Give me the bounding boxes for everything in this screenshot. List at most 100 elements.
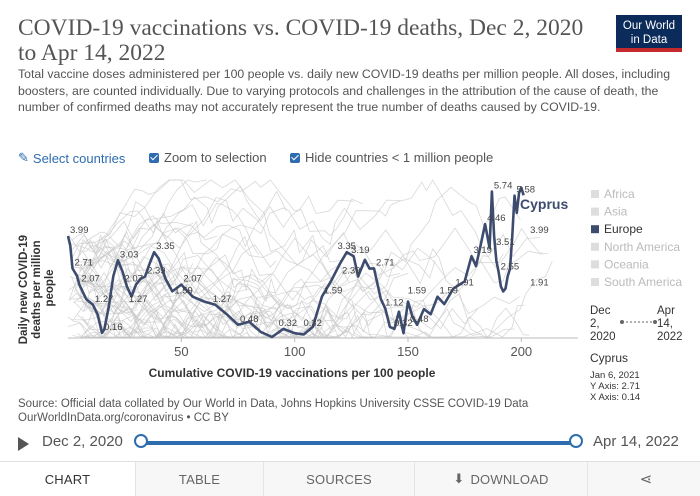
- timeline: Dec 2, 2020 Apr 14, 2022: [0, 428, 700, 458]
- tab-sources[interactable]: SOURCES: [263, 462, 414, 496]
- background-line: [79, 243, 281, 323]
- tab-download[interactable]: ⬇ DOWNLOAD: [414, 462, 587, 496]
- background-country-lines: [67, 179, 553, 339]
- highlighted-series[interactable]: [66, 186, 525, 339]
- checkbox-checked-icon: [149, 152, 159, 163]
- data-label: 3.03: [120, 249, 139, 260]
- legend-item-label[interactable]: Europe: [604, 222, 643, 236]
- y-axis-label-line-3: people: [44, 269, 56, 306]
- background-line: [72, 293, 159, 338]
- x-tick-label: 100: [284, 344, 306, 359]
- play-icon[interactable]: [18, 437, 29, 451]
- tooltip-country: Cyprus: [590, 351, 628, 365]
- data-label: 0.32: [303, 318, 322, 329]
- background-line: [75, 231, 324, 338]
- data-label: 0.48: [240, 314, 259, 325]
- data-label: 2.07: [124, 274, 142, 285]
- data-label: 3.35: [337, 241, 356, 252]
- legend-item-label[interactable]: Asia: [604, 205, 628, 219]
- data-label: 2.39: [147, 265, 166, 276]
- background-line: [68, 197, 447, 300]
- zoom-to-selection-checkbox[interactable]: Zoom to selection: [149, 150, 267, 165]
- footer: Source: Official data collated by Our Wo…: [18, 398, 528, 425]
- y-axis-label-line-2: deaths per million: [31, 240, 43, 338]
- legend: Africa Asia Europe North America Oceania Sout…: [591, 187, 682, 289]
- data-label: 1.59: [174, 286, 193, 297]
- tab-download-label: DOWNLOAD: [470, 471, 549, 487]
- data-label: 0.32: [394, 318, 413, 329]
- share-icon: ⋖: [639, 471, 653, 488]
- zoom-to-selection-label: Zoom to selection: [164, 150, 267, 165]
- source-note: Source: Official data collated by Our Wo…: [18, 398, 529, 410]
- data-label: 0.32: [279, 318, 298, 329]
- logo-line-2: in Data: [630, 34, 668, 46]
- range-end-month: Apr: [657, 305, 675, 317]
- y-axis-label: Daily new COVID-19 deaths per million pe…: [18, 232, 56, 345]
- axes: 50 100 150 200: [68, 337, 578, 359]
- y-axis-label-line-1: Daily new COVID-19: [18, 235, 30, 344]
- data-label: 3.35: [156, 241, 175, 252]
- background-line: [71, 242, 186, 285]
- data-label: 1.27: [95, 294, 114, 305]
- legend-item-label[interactable]: North America: [604, 240, 680, 254]
- timeline-start-handle[interactable]: [134, 434, 148, 448]
- legend-item-label[interactable]: Oceania: [604, 257, 649, 271]
- data-label: 1.12: [385, 298, 404, 309]
- range-end-dot: [653, 320, 657, 324]
- select-countries-label: Select countries: [32, 150, 126, 166]
- background-line: [71, 186, 521, 338]
- tab-chart[interactable]: CHART: [0, 462, 135, 496]
- background-line: [71, 179, 478, 330]
- series-line-cyprus[interactable]: [66, 186, 525, 339]
- legend-item-label[interactable]: Africa: [604, 187, 635, 201]
- data-label: 2.39: [342, 265, 361, 276]
- timeline-end-handle[interactable]: [569, 434, 583, 448]
- timeline-start-date: Dec 2, 2020: [42, 433, 123, 450]
- checkbox-checked-icon: [290, 152, 300, 163]
- tab-table[interactable]: TABLE: [135, 462, 263, 496]
- background-line: [69, 239, 194, 288]
- background-line: [70, 185, 354, 253]
- timeline-end-date: Apr 14, 2022: [593, 433, 679, 450]
- source-url[interactable]: OurWorldInData.org/coronavirus • CC BY: [18, 411, 229, 424]
- data-label: 5.74: [494, 181, 513, 192]
- x-tick-label: 50: [174, 344, 188, 359]
- legend-swatch: [591, 260, 599, 269]
- data-label: 2.71: [75, 257, 94, 268]
- data-label: 1.91: [530, 278, 549, 289]
- tab-bar: CHART TABLE SOURCES ⬇ DOWNLOAD ⋖: [0, 461, 700, 496]
- tooltip-date: Jan 6, 2021: [590, 370, 640, 381]
- data-label: 1.59: [439, 286, 458, 297]
- share-button[interactable]: ⋖: [587, 462, 700, 496]
- background-line: [84, 179, 207, 262]
- data-label: 1.27: [129, 294, 148, 305]
- background-line: [77, 269, 353, 338]
- background-line: [78, 227, 541, 298]
- hide-small-countries-checkbox[interactable]: Hide countries < 1 million people: [290, 150, 493, 165]
- range-start-day: 2,: [590, 318, 600, 330]
- range-start-dot: [620, 320, 624, 324]
- hide-small-countries-label: Hide countries < 1 million people: [305, 150, 494, 165]
- pencil-icon: ✎: [18, 150, 29, 165]
- background-line: [83, 179, 504, 338]
- date-range-widget: Dec 2, 2020 Apr 14, 2022: [590, 305, 683, 343]
- legend-swatch: [591, 225, 599, 234]
- range-end-year: 2022: [657, 331, 683, 343]
- data-label: 0.16: [104, 322, 123, 333]
- series-label-cyprus: Cyprus: [520, 196, 568, 212]
- legend-item-label[interactable]: South America: [604, 275, 682, 289]
- background-line: [82, 223, 401, 287]
- owid-logo[interactable]: Our World in Data: [616, 15, 682, 52]
- data-label: 2.07: [81, 274, 100, 285]
- data-label: 2.55: [501, 261, 519, 272]
- timeline-track[interactable]: [141, 441, 576, 445]
- background-line: [84, 220, 548, 338]
- data-label: 1.59: [408, 286, 427, 297]
- data-label: 2.71: [376, 257, 395, 268]
- data-label: 3.19: [473, 245, 492, 256]
- select-countries-button[interactable]: ✎ Select countries: [18, 150, 125, 166]
- legend-swatch: [591, 242, 599, 251]
- data-label: 5.58: [517, 185, 536, 196]
- range-start-month: Dec: [590, 305, 611, 317]
